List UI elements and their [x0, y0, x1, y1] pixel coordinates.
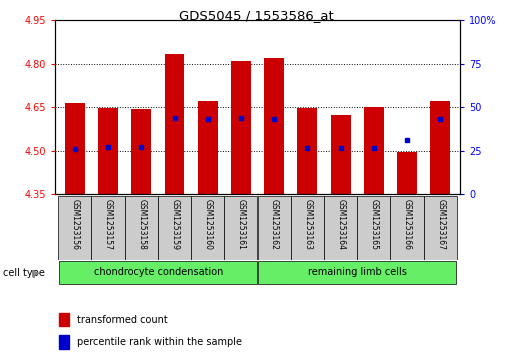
- Bar: [131, 109, 151, 194]
- Bar: [59, 335, 69, 348]
- Bar: [198, 101, 218, 194]
- Bar: [231, 61, 251, 194]
- Bar: [264, 58, 284, 194]
- Bar: [59, 261, 256, 284]
- Bar: [65, 103, 85, 194]
- Text: GSM1253167: GSM1253167: [436, 199, 445, 249]
- Text: ▶: ▶: [32, 268, 39, 278]
- Text: GSM1253162: GSM1253162: [270, 199, 279, 249]
- Bar: [357, 196, 390, 260]
- Bar: [158, 196, 191, 260]
- Text: GSM1253156: GSM1253156: [71, 199, 79, 249]
- Bar: [430, 101, 450, 194]
- Bar: [364, 106, 384, 194]
- Text: GSM1253161: GSM1253161: [237, 199, 246, 249]
- Bar: [324, 196, 357, 260]
- Text: GSM1253158: GSM1253158: [137, 199, 146, 249]
- Bar: [298, 108, 317, 194]
- Text: GSM1253165: GSM1253165: [370, 199, 379, 249]
- Bar: [98, 108, 118, 194]
- Bar: [391, 196, 424, 260]
- Bar: [124, 196, 158, 260]
- Bar: [424, 196, 457, 260]
- Text: GDS5045 / 1553586_at: GDS5045 / 1553586_at: [179, 9, 334, 22]
- Bar: [258, 261, 456, 284]
- Text: remaining limb cells: remaining limb cells: [308, 267, 407, 277]
- Text: GSM1253166: GSM1253166: [403, 199, 412, 249]
- Text: percentile rank within the sample: percentile rank within the sample: [77, 337, 242, 347]
- Text: GSM1253159: GSM1253159: [170, 199, 179, 249]
- Text: transformed count: transformed count: [77, 315, 168, 325]
- Bar: [92, 196, 124, 260]
- Bar: [224, 196, 257, 260]
- Bar: [58, 196, 92, 260]
- Bar: [165, 54, 185, 194]
- Bar: [291, 196, 324, 260]
- Bar: [258, 196, 291, 260]
- Bar: [331, 115, 350, 194]
- Bar: [397, 152, 417, 194]
- Text: cell type: cell type: [3, 268, 44, 278]
- Text: GSM1253164: GSM1253164: [336, 199, 346, 249]
- Bar: [191, 196, 224, 260]
- Text: GSM1253160: GSM1253160: [203, 199, 212, 249]
- Text: chondrocyte condensation: chondrocyte condensation: [94, 267, 223, 277]
- Text: GSM1253163: GSM1253163: [303, 199, 312, 249]
- Text: GSM1253157: GSM1253157: [104, 199, 113, 249]
- Bar: [59, 313, 69, 326]
